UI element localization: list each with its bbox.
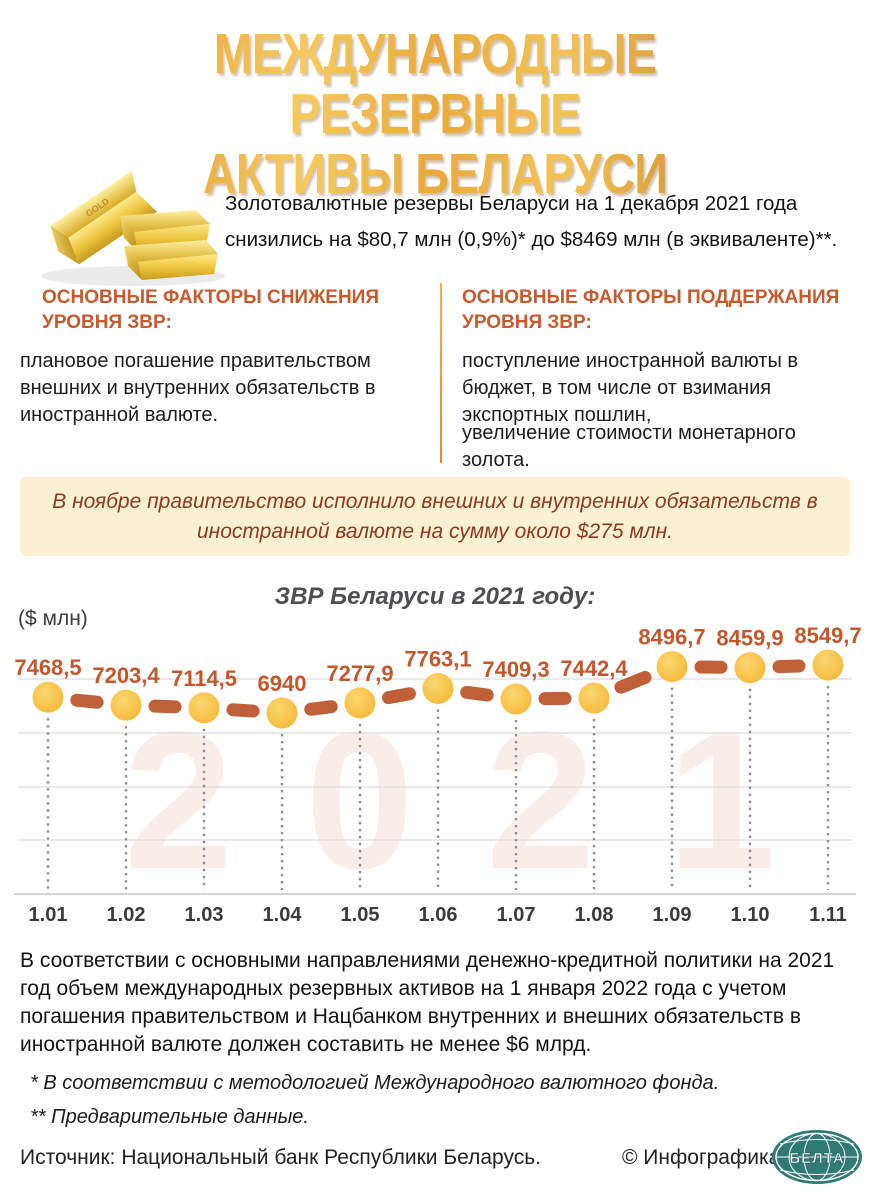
page-title: МЕЖДУНАРОДНЫЕ РЕЗЕРВНЫЕ АКТИВЫ БЕЛАРУСИ — [0, 24, 870, 204]
chart-value-label: 7442,4 — [560, 656, 628, 681]
chart-value-label: 7763,1 — [404, 646, 471, 671]
chart-x-label: 1.07 — [497, 904, 536, 926]
factors-support-body-1: поступление иностранной валюты в бюджет,… — [462, 350, 799, 426]
chart-value-label: 7468,5 — [14, 655, 81, 680]
gold-bars-image: GOLD — [41, 170, 225, 286]
page-title-line-2: АКТИВЫ БЕЛАРУСИ — [78, 144, 791, 204]
gold-bar-leaning: GOLD — [50, 170, 157, 265]
factors-support-heading: ОСНОВНЫЕ ФАКТОРЫ ПОДДЕРЖАНИЯ УРОВНЯ ЗВР: — [462, 287, 840, 333]
chart-value-label: 6940 — [258, 671, 307, 696]
callout-box: В ноябре правительство исполнило внешних… — [20, 477, 850, 556]
chart-data-point — [188, 692, 220, 724]
chart-value-label: 7409,3 — [482, 657, 549, 682]
callout-text: В ноябре правительство исполнило внешних… — [52, 489, 818, 543]
chart-x-label: 1.01 — [29, 904, 68, 926]
policy-note: В соответствии с основными направлениями… — [20, 949, 835, 1056]
chart-line-segment — [614, 670, 652, 694]
chart-x-label: 1.03 — [185, 904, 224, 926]
factors-decrease-body: плановое погашение правительством внешни… — [20, 350, 376, 426]
chart-data-point — [266, 697, 298, 729]
chart-title: ЗВР Беларуси в 2021 году: — [274, 583, 596, 610]
chart-data-point — [734, 652, 766, 684]
chart-data-point — [578, 682, 610, 714]
chart-line-segment — [226, 703, 260, 718]
reserves-line-chart: 7468,5 7203,4 7114,5 6940 7277,9 7763,1 7409,3… — [14, 623, 862, 926]
chart-value-label: 8496,7 — [638, 625, 705, 650]
belta-logo: БЕЛТА — [772, 1130, 862, 1184]
chart-data-point — [32, 681, 64, 713]
column-divider — [440, 283, 442, 463]
footnote-1: * В соответствии с методологией Междунар… — [30, 1072, 720, 1094]
chart-x-label: 1.11 — [809, 904, 847, 926]
chart-line-segment — [460, 685, 494, 702]
chart-data-point — [110, 689, 142, 721]
chart-x-label: 1.10 — [731, 904, 770, 926]
belta-logo-text: БЕЛТА — [789, 1150, 844, 1167]
intro-text: Золотовалютные резервы Беларуси на 1 дек… — [225, 192, 838, 251]
factors-decrease-heading: ОСНОВНЫЕ ФАКТОРЫ СНИЖЕНИЯ УРОВНЯ ЗВР: — [42, 287, 379, 333]
chart-x-label: 1.08 — [575, 904, 614, 926]
chart-data-point — [812, 649, 844, 681]
chart-data-point — [344, 687, 376, 719]
chart-line-segment — [304, 700, 338, 716]
footnote-2: ** Предварительные данные. — [30, 1106, 309, 1128]
chart-value-label: 8549,7 — [794, 623, 861, 648]
chart-x-label: 1.04 — [263, 904, 303, 926]
chart-unit-label: ($ млн) — [18, 607, 88, 630]
chart-x-label: 1.06 — [419, 904, 458, 926]
chart-value-label: 8459,9 — [716, 626, 783, 651]
chart-line-segment — [772, 659, 806, 674]
chart-value-label: 7277,9 — [326, 661, 393, 686]
chart-data-point — [656, 651, 688, 683]
chart-value-label: 7114,5 — [171, 666, 237, 691]
chart-data-point — [500, 683, 532, 715]
gold-bar-bottom — [124, 240, 218, 280]
chart-x-label: 1.05 — [341, 904, 380, 926]
chart-data-point — [422, 672, 454, 704]
chart-line-segment — [148, 699, 182, 714]
chart-x-label: 1.09 — [653, 904, 692, 926]
chart-value-label: 7203,4 — [92, 663, 160, 688]
factors-support-body-2: увеличение стоимости монетарного золота. — [462, 422, 796, 471]
chart-x-label: 1.02 — [107, 904, 146, 926]
chart-line-segment — [382, 687, 416, 705]
page-title-line-1: МЕЖДУНАРОДНЫЕ РЕЗЕРВНЫЕ — [78, 24, 791, 144]
credit-text: © Инфографика — [622, 1146, 781, 1169]
chart-line-segment — [70, 693, 104, 709]
source-text: Источник: Национальный банк Республики Б… — [20, 1146, 542, 1169]
